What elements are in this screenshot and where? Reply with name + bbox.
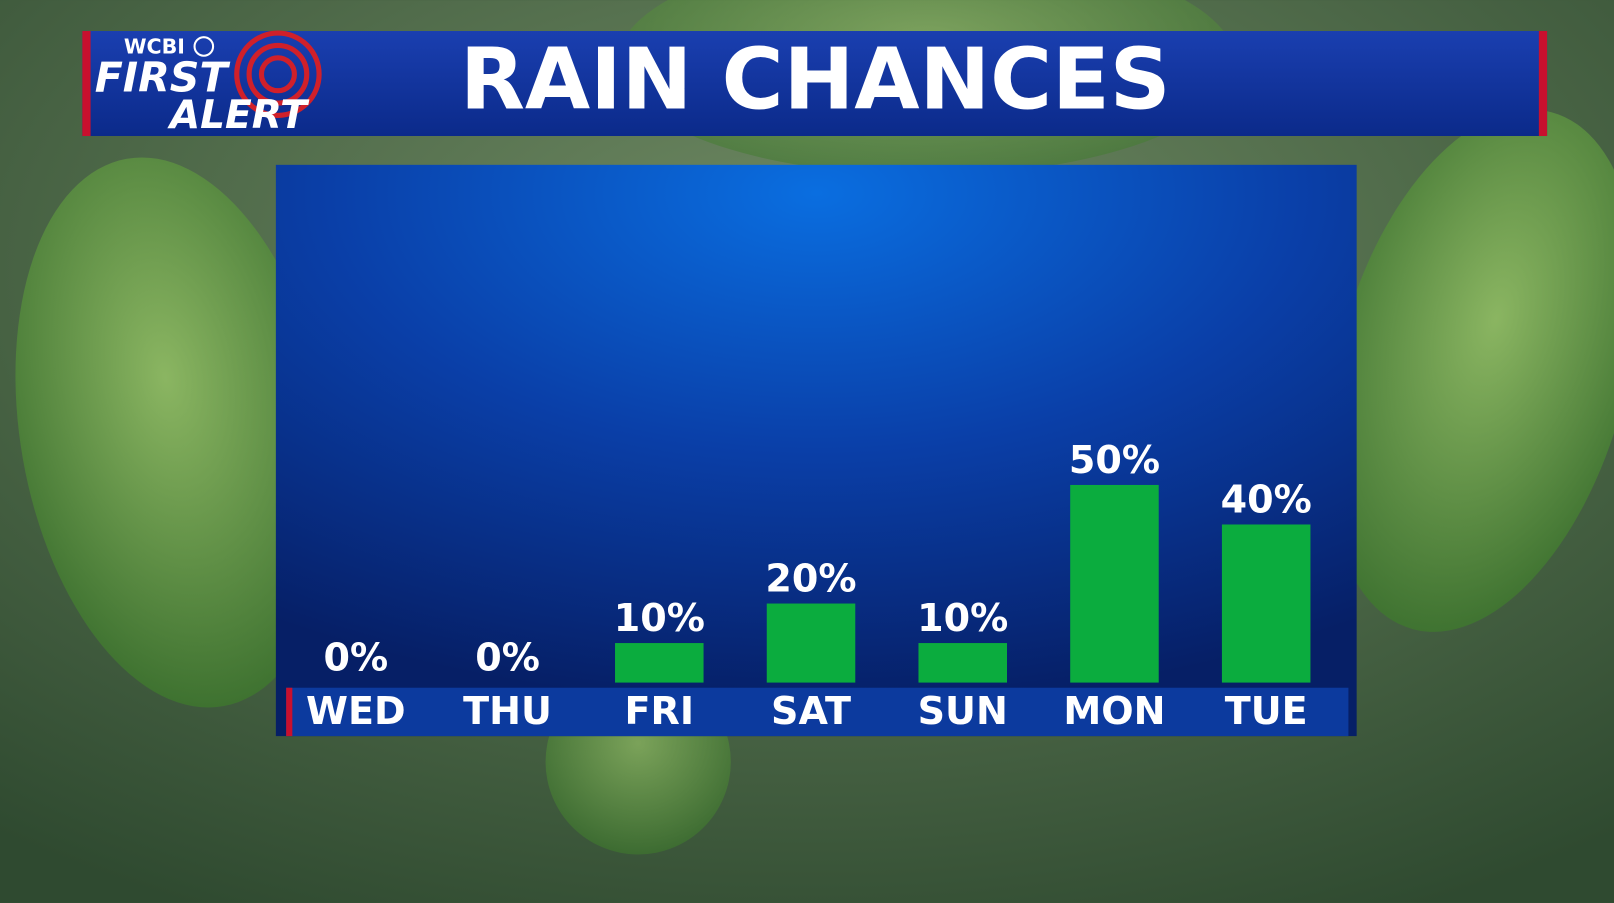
bar (615, 643, 704, 683)
brand-bottom: ALERT (167, 93, 310, 138)
bar (1070, 484, 1159, 683)
leaf (1326, 109, 1614, 632)
bar (918, 643, 1008, 683)
header-bar (82, 31, 1548, 137)
x-tick-label: MON (1063, 689, 1165, 733)
value-label: 50% (1069, 438, 1160, 482)
x-tick-label: TUE (1225, 689, 1308, 733)
x-tick-label: SUN (918, 689, 1008, 733)
value-label: 0% (475, 635, 540, 679)
x-tick-label: WED (306, 689, 406, 733)
leaf (15, 157, 335, 708)
x-tick-label: FRI (625, 689, 695, 733)
header-edge (1538, 31, 1548, 137)
value-label: 10% (614, 596, 705, 640)
station-name: WCBI (124, 34, 185, 58)
brand-top: FIRST (95, 53, 231, 101)
x-tick-label: THU (463, 689, 552, 733)
x-tick-label: SAT (771, 689, 851, 733)
bar (766, 603, 856, 683)
bar (1221, 524, 1311, 683)
header-edge (82, 31, 91, 137)
value-label: 20% (765, 556, 856, 600)
value-label: 40% (1221, 477, 1312, 521)
value-label: 0% (324, 635, 389, 679)
logo: WCBI FIRST ALERT (95, 30, 322, 138)
strip-edge (286, 687, 293, 737)
value-label: 10% (917, 596, 1008, 640)
category-strip (286, 687, 1349, 737)
chart-title: RAIN CHANCES (460, 31, 1171, 129)
